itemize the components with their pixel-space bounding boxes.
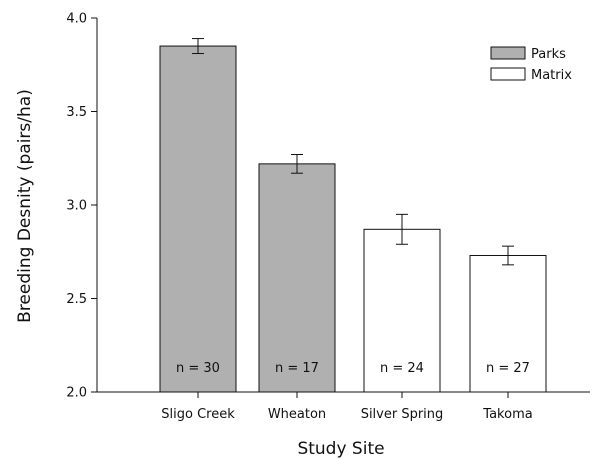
bar [258, 163, 336, 393]
sample-size-label: n = 24 [380, 361, 424, 376]
y-tick-label: 3.0 [66, 199, 87, 214]
bar [363, 228, 441, 393]
x-tick-label: Wheaton [268, 407, 326, 422]
bar [469, 254, 547, 393]
legend-swatch-parks [490, 46, 526, 60]
plot-area: 2.0 2.5 3.0 3.5 4.0 Sligo Creek n = 30 Wheaton n… [66, 12, 590, 422]
y-tick-label: 2.0 [66, 386, 87, 401]
sample-size-label: n = 30 [176, 361, 220, 376]
y-tick-label: 3.5 [66, 105, 87, 120]
sample-size-label: n = 27 [486, 361, 530, 376]
x-axis-title: Study Site [297, 439, 384, 459]
y-axis-title: Breeding Desnity (pairs/ha) [15, 89, 35, 323]
y-tick-label: 2.5 [66, 292, 87, 307]
legend-swatch-matrix [490, 67, 526, 81]
x-tick-label: Silver Spring [361, 407, 444, 422]
legend-label-matrix: Matrix [531, 68, 572, 83]
legend-label-parks: Parks [531, 47, 566, 62]
legend: Parks Matrix [490, 46, 572, 83]
bar [159, 45, 237, 393]
y-tick-label: 4.0 [66, 12, 87, 27]
x-tick-label: Sligo Creek [161, 407, 235, 422]
x-tick-label: Takoma [482, 407, 532, 422]
sample-size-label: n = 17 [275, 361, 319, 376]
